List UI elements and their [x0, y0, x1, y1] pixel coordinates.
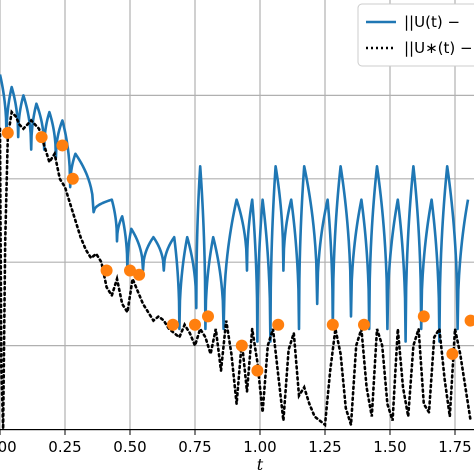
series-solid-line	[0, 74, 470, 343]
x-tick-label-0: 0.00	[0, 438, 17, 456]
marker-point-7	[166, 318, 179, 331]
marker-point-16	[446, 347, 459, 360]
legend-label-solid: ||U(t) −	[404, 13, 460, 31]
marker-point-9	[202, 310, 214, 323]
series-dotted-line	[0, 109, 472, 430]
marker-point-12	[272, 318, 285, 331]
series-solid	[0, 74, 470, 343]
marker-point-17	[464, 314, 474, 327]
legend: ||U(t) − ||U∗(t) −	[357, 3, 474, 67]
marker-point-11	[251, 364, 264, 377]
x-tick-label-5: 1.25	[308, 438, 341, 456]
x-tick-label-7: 1.75	[438, 438, 471, 456]
x-tick-label-1: 0.25	[48, 438, 81, 456]
marker-point-4	[100, 264, 113, 277]
plot-frame-bottom	[0, 429, 474, 431]
grid-lines	[0, 0, 474, 429]
series-markers	[1, 126, 474, 377]
marker-point-0	[1, 126, 14, 139]
marker-point-10	[235, 339, 248, 352]
marker-point-13	[326, 318, 339, 331]
x-axis-label: t	[257, 455, 264, 474]
x-axis-ticks: 0.00 0.25 0.50 0.75 1.00 1.25 1.50 1.75	[0, 429, 472, 456]
marker-point-2	[56, 139, 69, 152]
x-tick-label-3: 0.75	[178, 438, 211, 456]
x-tick-label-4: 1.00	[243, 438, 276, 456]
series-dotted	[0, 109, 472, 430]
marker-point-3	[66, 172, 79, 185]
marker-point-1	[35, 131, 48, 144]
marker-point-8	[189, 318, 201, 331]
legend-box	[357, 3, 474, 67]
marker-point-14	[358, 318, 370, 331]
marker-point-5	[124, 264, 136, 277]
marker-point-6	[133, 268, 146, 281]
legend-label-dotted: ||U∗(t) −	[404, 39, 473, 57]
x-tick-label-6: 1.50	[373, 438, 406, 456]
marker-point-15	[417, 310, 430, 323]
x-tick-label-2: 0.50	[113, 438, 146, 456]
